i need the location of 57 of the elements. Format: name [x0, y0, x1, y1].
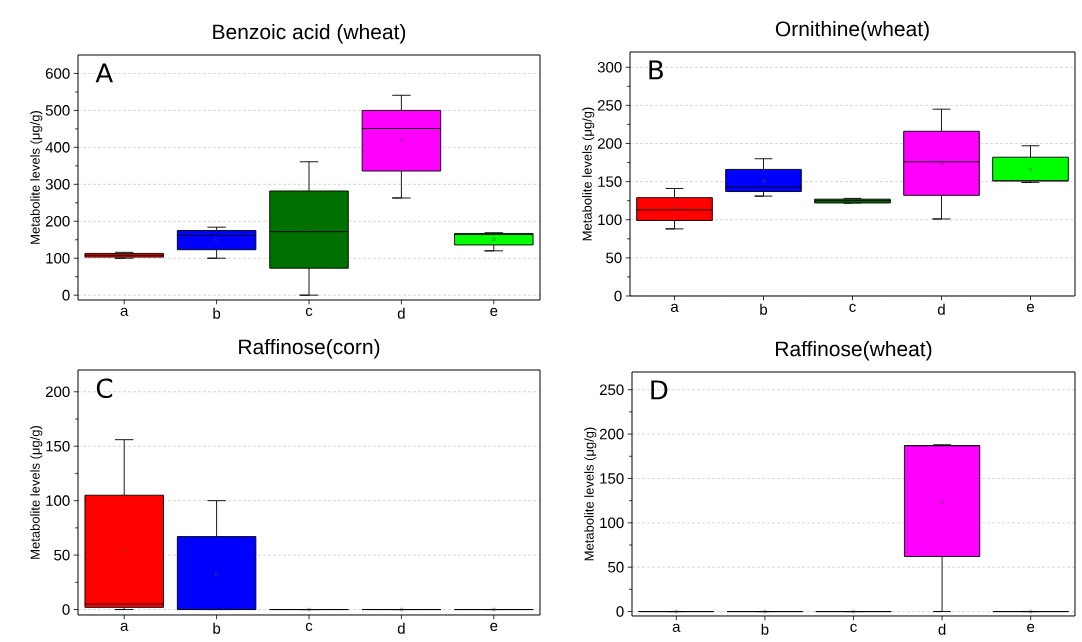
y-tick-label: 150 — [46, 440, 70, 452]
y-tick-label: 100 — [46, 495, 70, 506]
x-tick-label: e — [1026, 303, 1034, 312]
y-tick-label: 200 — [597, 138, 622, 149]
y-tick-label: 0 — [614, 290, 622, 302]
x-tick-label: d — [938, 623, 946, 635]
annotation: B — [649, 60, 663, 80]
x-tick-label: a — [120, 307, 129, 316]
chart-title: Ornithine(wheat) — [775, 20, 929, 41]
y-tick-label: 0 — [616, 606, 624, 617]
y-tick-label: 200 — [45, 386, 70, 398]
x-tick-label: a — [120, 622, 129, 631]
y-tick-label: 200 — [45, 215, 70, 227]
x-tick-label: d — [397, 622, 405, 634]
x-tick-label: d — [397, 307, 405, 319]
y-tick-label: 250 — [599, 384, 624, 396]
x-tick-label: b — [761, 623, 769, 635]
x-tick-label: b — [760, 303, 768, 315]
y-axis-title: Metabolite levels (μg/g) — [30, 110, 43, 244]
annotation: A — [95, 63, 113, 83]
y-tick-label: 50 — [608, 561, 624, 573]
y-axis-title: Metabolite levels (μg/g) — [584, 427, 597, 561]
y-tick-label: 500 — [45, 105, 70, 116]
annotation: D — [651, 380, 668, 400]
x-tick-label: c — [849, 303, 856, 312]
y-tick-label: 50 — [606, 252, 622, 264]
chart-title: Raffinose(wheat) — [776, 340, 932, 361]
x-tick-label: b — [213, 307, 221, 319]
y-tick-label: 0 — [62, 604, 70, 615]
x-tick-label: c — [305, 307, 313, 316]
y-tick-label: 400 — [45, 142, 70, 153]
chart-title: Raffinose(corn) — [239, 338, 380, 359]
y-tick-label: 250 — [597, 100, 622, 111]
x-tick-label: c — [305, 622, 313, 631]
y-axis-title: Metabolite levels (μg/g) — [582, 107, 595, 241]
x-tick-label: a — [670, 303, 679, 312]
y-tick-label: 200 — [599, 428, 624, 440]
x-tick-label: c — [850, 623, 857, 632]
y-tick-label: 100 — [600, 517, 624, 529]
x-tick-label: e — [490, 307, 498, 316]
x-tick-label: a — [672, 623, 681, 632]
y-tick-label: 600 — [45, 68, 70, 79]
y-tick-label: 300 — [597, 61, 622, 73]
y-tick-label: 150 — [600, 473, 624, 484]
y-tick-label: 50 — [54, 549, 70, 561]
annotation: C — [96, 378, 113, 399]
x-tick-label: d — [937, 303, 945, 315]
x-tick-label: e — [1027, 623, 1035, 632]
x-tick-label: b — [213, 622, 221, 634]
y-axis-title: Metabolite levels (μg/g) — [30, 425, 43, 559]
chart-title: Benzoic acid (wheat) — [213, 23, 406, 44]
y-tick-label: 150 — [598, 176, 622, 187]
y-tick-label: 100 — [46, 252, 70, 264]
x-tick-label: e — [490, 622, 498, 631]
y-tick-label: 100 — [598, 214, 622, 226]
y-tick-label: 0 — [62, 289, 70, 301]
y-tick-label: 300 — [45, 179, 70, 190]
